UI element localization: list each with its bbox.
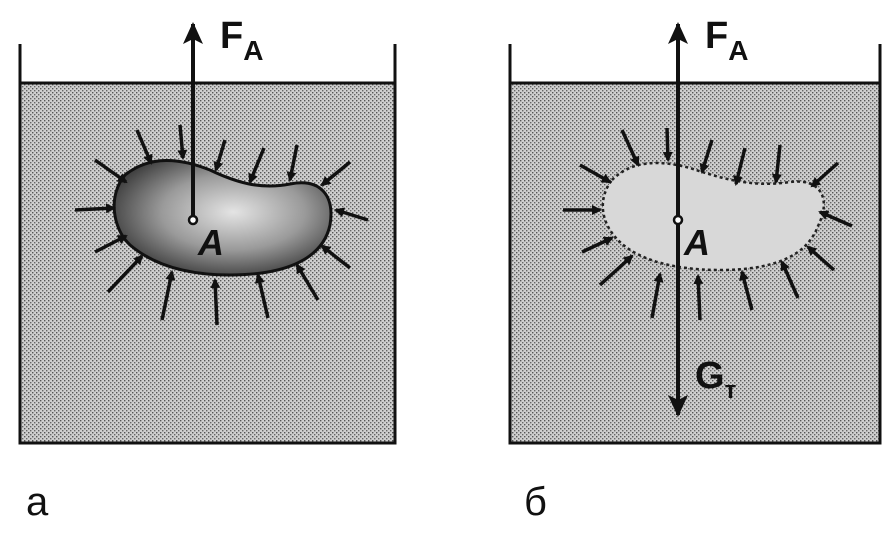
- point-label: A: [197, 222, 224, 263]
- panel-b-caption: б: [524, 480, 547, 524]
- point-label: A: [683, 222, 710, 263]
- buoyant-force-label: FA: [705, 15, 748, 66]
- application-point: [672, 214, 684, 226]
- pressure-arrows: [74, 124, 369, 326]
- pressure-arrows: [563, 127, 853, 321]
- vessel: [508, 44, 882, 445]
- liquid-volume-outline: [601, 161, 826, 272]
- vessel: [18, 44, 397, 445]
- panel-a: FA A: [18, 15, 397, 445]
- submerged-body: [112, 159, 333, 277]
- gravity-force-label: Gт: [695, 355, 737, 404]
- buoyant-force-label: FA: [220, 15, 263, 66]
- panel-a-caption: а: [26, 480, 49, 524]
- panel-b: FA A Gт: [508, 15, 882, 445]
- application-point: [187, 214, 199, 226]
